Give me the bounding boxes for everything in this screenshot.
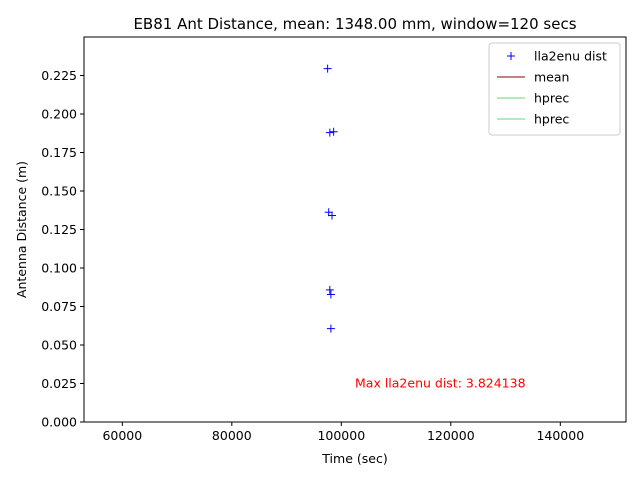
y-tick-label: 0.025 (41, 376, 77, 391)
legend-entry: mean (534, 70, 569, 85)
data-point (323, 64, 332, 73)
y-tick-label: 0.175 (41, 145, 77, 160)
x-axis-label: Time (sec) (321, 451, 387, 466)
legend-box (488, 42, 621, 136)
y-tick-label: 0.125 (41, 222, 77, 237)
x-tick-label: 140000 (536, 428, 584, 443)
y-axis-label: Antenna Distance (m) (14, 161, 29, 298)
x-tick-label: 80000 (212, 428, 252, 443)
data-point (326, 324, 335, 333)
data-point (325, 128, 334, 137)
legend-entry: hprec (534, 91, 569, 106)
max-distance-annotation: Max lla2enu dist: 3.824138 (355, 375, 526, 390)
legend-entry: lla2enu dist (534, 49, 607, 64)
x-tick-label: 100000 (317, 428, 365, 443)
y-tick-label: 0.050 (41, 338, 77, 353)
annotations: Max lla2enu dist: 3.824138 (355, 375, 526, 390)
data-point (324, 208, 333, 217)
y-tick-label: 0.200 (41, 107, 77, 122)
y-tick-label: 0.000 (41, 415, 77, 430)
legend: lla2enu dist mean hprec hprec (488, 42, 621, 136)
data-point (326, 290, 335, 299)
y-tick-label: 0.150 (41, 184, 77, 199)
data-series (323, 64, 338, 333)
legend-entry: hprec (534, 112, 569, 127)
chart-title: EB81 Ant Distance, mean: 1348.00 mm, win… (133, 15, 576, 33)
x-tick-label: 120000 (427, 428, 475, 443)
y-tick-label: 0.100 (41, 261, 77, 276)
legend-marker (507, 52, 515, 60)
y-axis: 0.000 0.025 0.050 0.075 0.100 0.125 0.150 0.175… (41, 68, 84, 430)
x-axis: 60000 80000 100000 120000 140000 (102, 422, 584, 443)
x-tick-label: 60000 (102, 428, 142, 443)
data-point (329, 127, 338, 136)
data-point (325, 285, 334, 294)
y-tick-label: 0.225 (41, 68, 77, 83)
y-tick-label: 0.075 (41, 299, 77, 314)
data-point (328, 211, 337, 220)
